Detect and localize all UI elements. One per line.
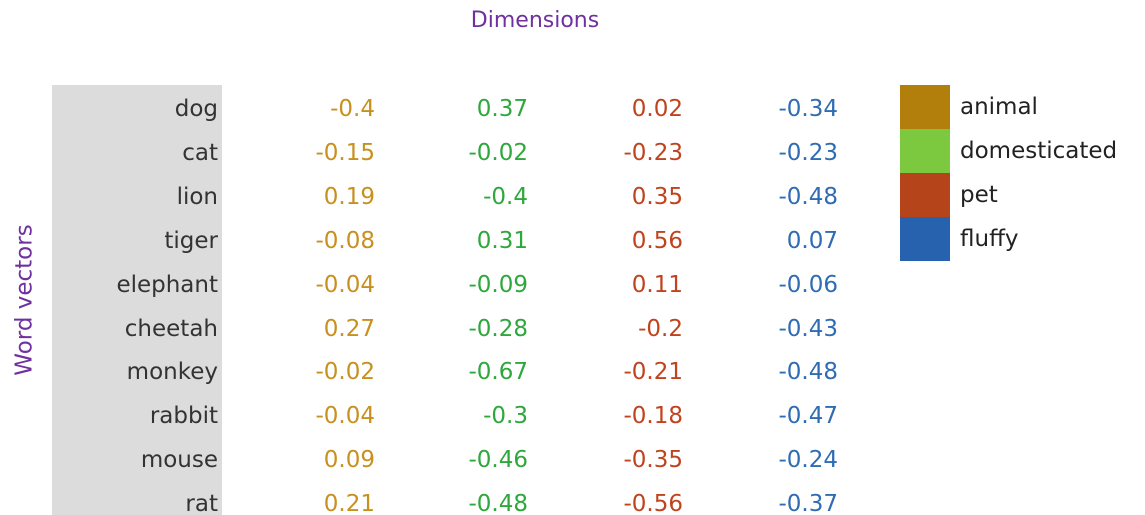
vector-value: -0.67	[468, 359, 528, 386]
word: elephant	[116, 271, 218, 298]
word: rat	[185, 491, 218, 515]
word: cheetah	[124, 315, 218, 342]
legend-label: fluffy	[960, 226, 1019, 252]
word: lion	[176, 183, 218, 210]
vector-value: 0.09	[323, 447, 375, 474]
vector-value: 0.35	[631, 183, 683, 210]
vector-value: -0.43	[778, 315, 838, 342]
legend-swatch	[900, 217, 950, 261]
legend-swatch	[900, 85, 950, 129]
vector-value: -0.06	[778, 271, 838, 298]
vector-value: -0.4	[483, 183, 528, 210]
vector-value: -0.56	[623, 491, 683, 515]
vector-value: -0.48	[468, 491, 528, 515]
vector-value: -0.08	[315, 227, 375, 254]
vector-value: -0.23	[778, 139, 838, 166]
vector-value: -0.15	[315, 139, 375, 166]
vector-value: -0.47	[778, 403, 838, 430]
vector-value: -0.02	[468, 139, 528, 166]
vector-value: -0.28	[468, 315, 528, 342]
vector-value: 0.56	[631, 227, 683, 254]
legend-swatch	[900, 129, 950, 173]
vector-value: -0.4	[330, 96, 375, 122]
legend-label: pet	[960, 182, 998, 208]
vector-value: -0.23	[623, 139, 683, 166]
vector-value: 0.11	[631, 271, 683, 298]
vector-value: 0.02	[631, 96, 683, 122]
vector-value: -0.2	[638, 315, 683, 342]
vector-value: -0.37	[778, 491, 838, 515]
vector-value: -0.18	[623, 403, 683, 430]
vector-value: -0.21	[623, 359, 683, 386]
legend-label: domesticated	[960, 138, 1118, 164]
legend-label: animal	[960, 94, 1038, 120]
word: tiger	[164, 227, 218, 254]
vector-value: 0.27	[323, 315, 375, 342]
title: Dimensions	[470, 8, 600, 33]
word: dog	[174, 96, 218, 122]
vector-value: 0.07	[786, 227, 838, 254]
vector-value: -0.35	[623, 447, 683, 474]
word: monkey	[126, 359, 218, 386]
word: rabbit	[149, 403, 218, 430]
vector-value: -0.48	[778, 183, 838, 210]
vector-value: 0.31	[476, 227, 528, 254]
word: cat	[182, 139, 218, 166]
vector-value: -0.34	[778, 96, 838, 122]
vector-value: -0.24	[778, 447, 838, 474]
vector-value: 0.21	[323, 491, 375, 515]
vector-value: -0.04	[315, 271, 375, 298]
vector-value: 0.19	[323, 183, 375, 210]
vector-value: -0.46	[468, 447, 528, 474]
vector-value: -0.3	[483, 403, 528, 430]
vector-value: -0.04	[315, 403, 375, 430]
vector-value: -0.48	[778, 359, 838, 386]
vector-value: -0.02	[315, 359, 375, 386]
legend-swatch	[900, 173, 950, 217]
vector-value: 0.37	[476, 96, 528, 122]
vector-value: -0.09	[468, 271, 528, 298]
row-band	[52, 85, 222, 515]
word: mouse	[140, 447, 218, 474]
